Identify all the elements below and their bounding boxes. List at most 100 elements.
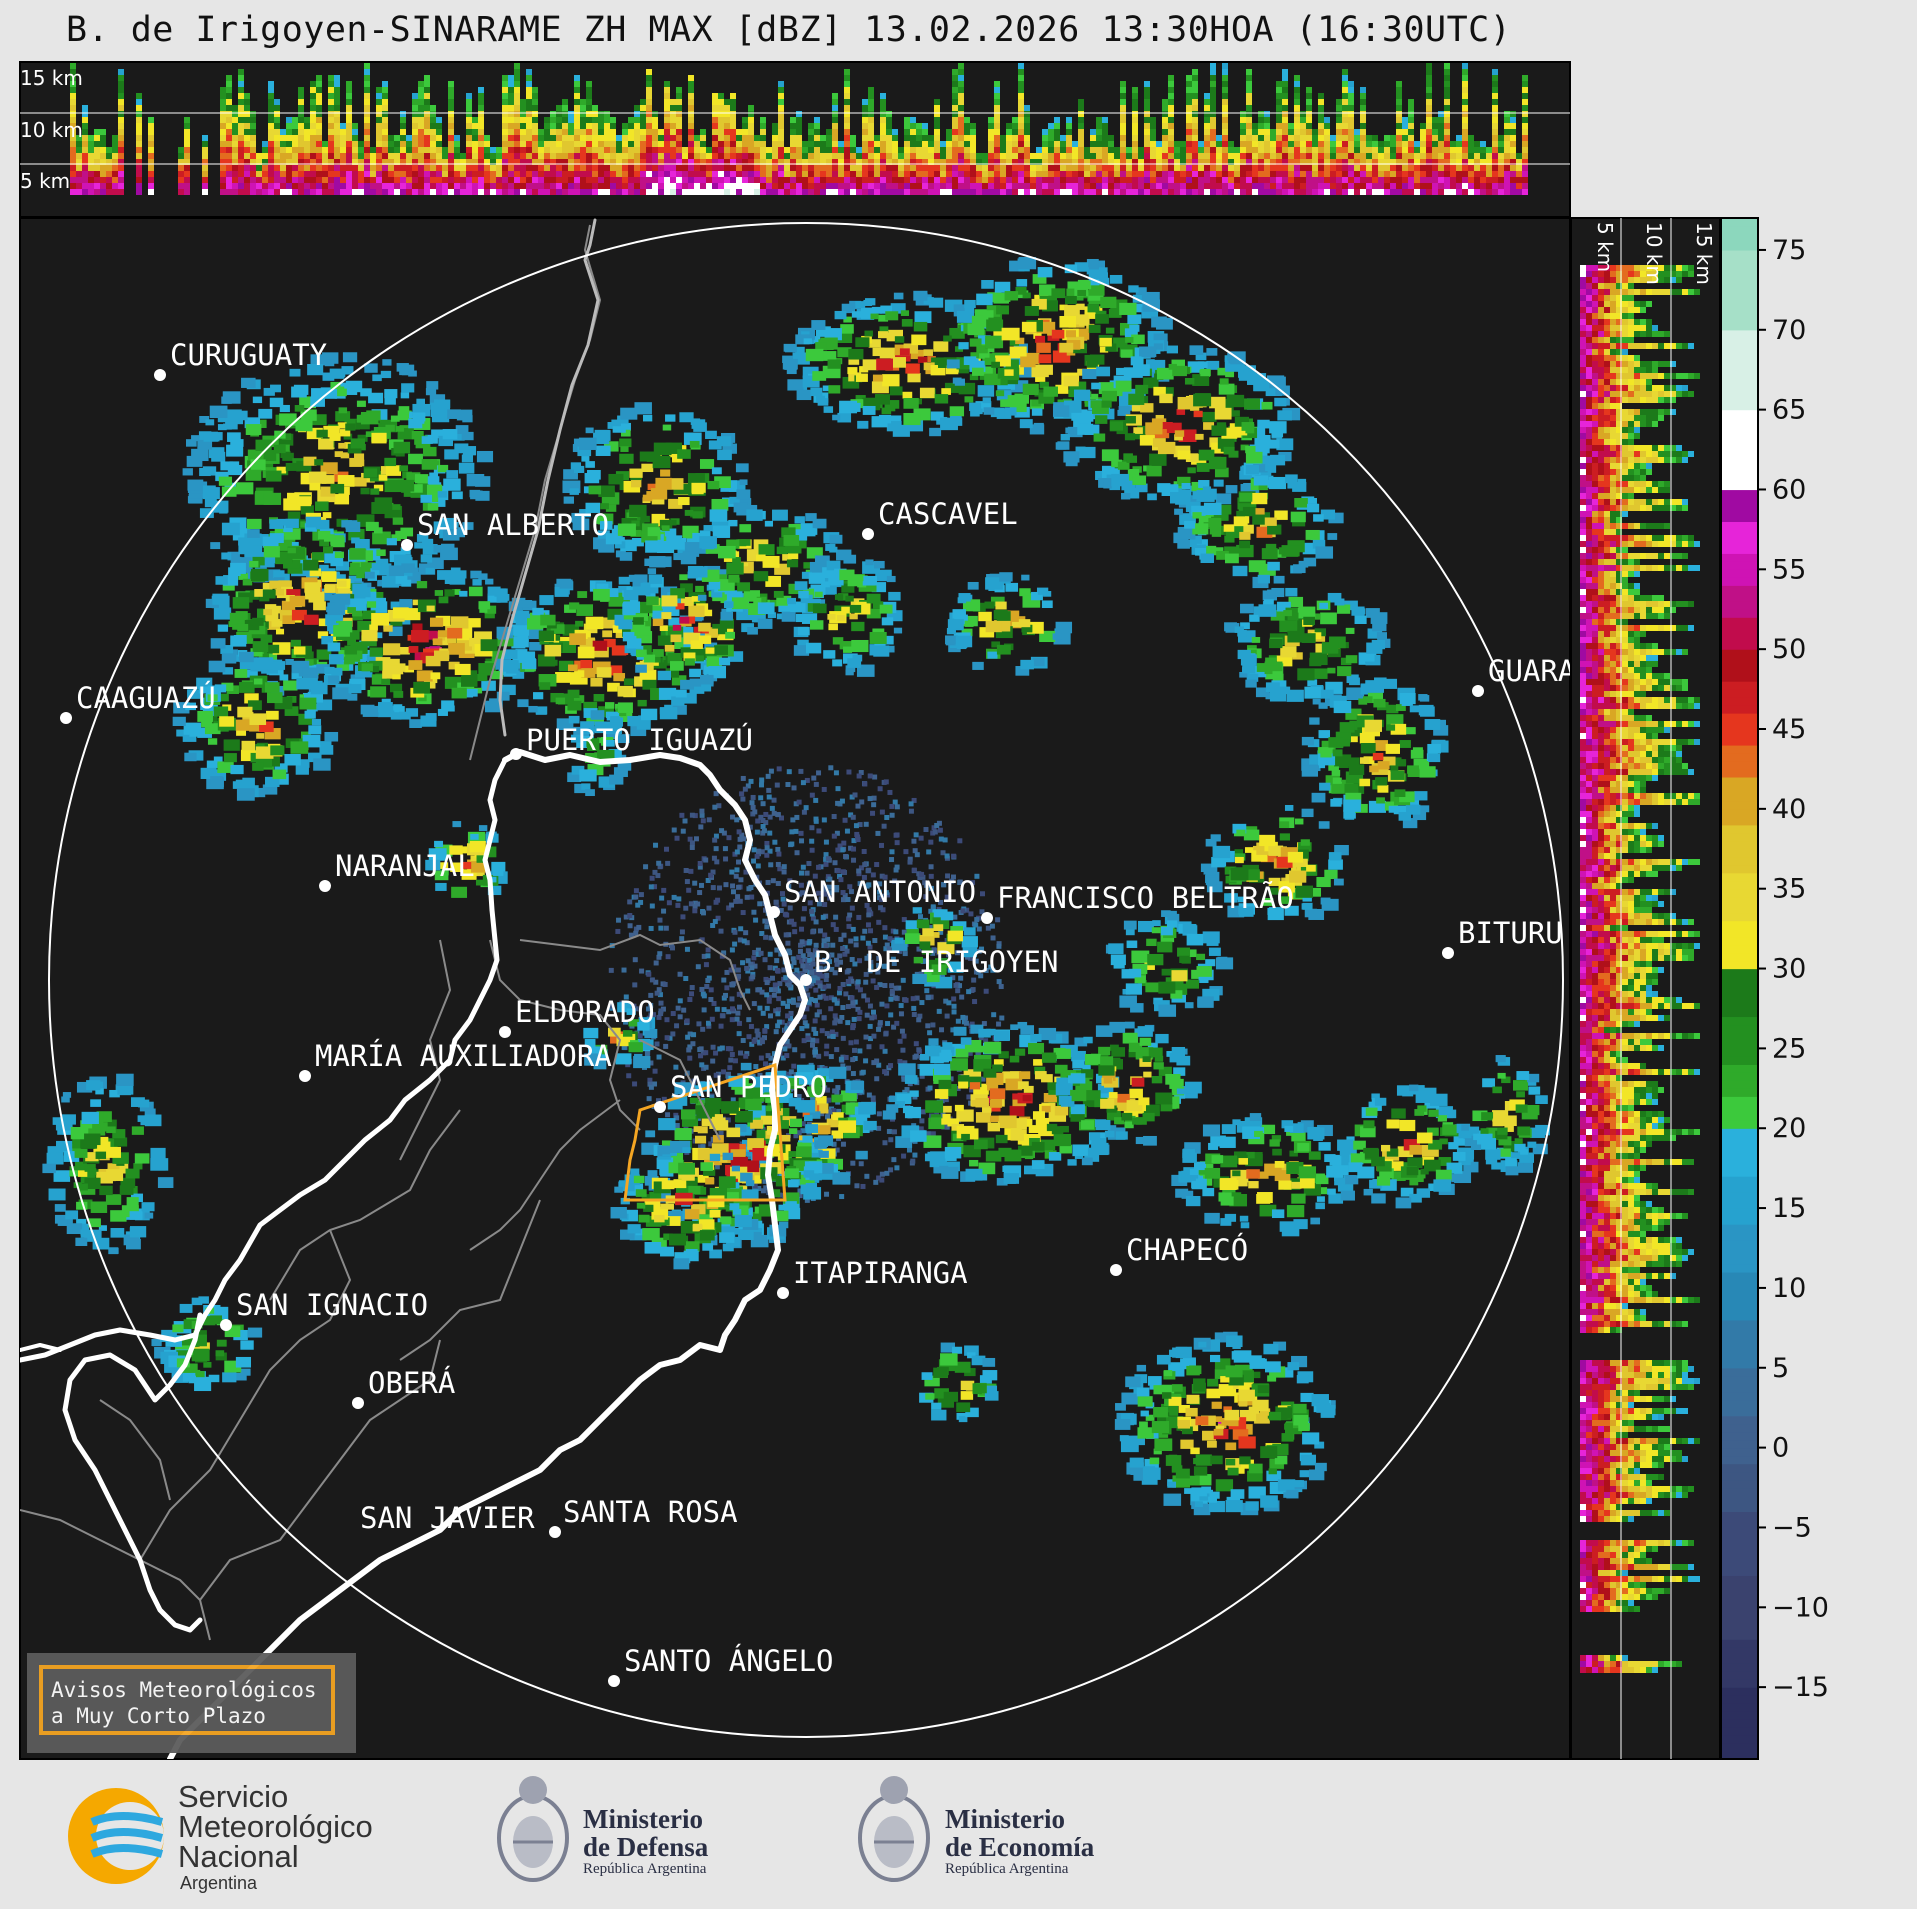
city-dot-caaguazu [60, 712, 72, 724]
city-label-maria-auxiliadora: MARÍA AUXILIADORA [315, 1039, 612, 1073]
warning-legend-frame: Avisos Meteorológicos a Muy Corto Plazo [39, 1665, 335, 1735]
city-label-eldorado: ELDORADO [515, 995, 655, 1029]
colorbar-tick-label: 15 [1772, 1193, 1806, 1224]
city-dot-b-de-irigoyen [800, 974, 812, 986]
economia-logo-text: Ministerio de Economía República Argenti… [945, 1805, 1094, 1878]
top-alt-label-10: 10 km [20, 118, 83, 142]
side-alt-label-5: 5 km [1593, 222, 1617, 272]
city-dot-san-antonio [768, 906, 780, 918]
defensa-sub: República Argentina [583, 1861, 707, 1877]
map-title: B. de Irigoyen-SINARAME ZH MAX [dBZ] 13.… [66, 10, 1512, 50]
colorbar-tick-label: 70 [1772, 315, 1806, 346]
defensa-logo-text: Ministerio de Defensa República Argentin… [583, 1805, 708, 1878]
city-dot-guara [1472, 685, 1484, 697]
city-dot-san-pedro [654, 1101, 666, 1113]
colorbar-tick-label: 40 [1772, 794, 1806, 825]
city-label-b-de-irigoyen: B. DE IRIGOYEN [814, 945, 1058, 979]
city-dot-naranjal [319, 880, 331, 892]
city-label-san-antonio: SAN ANTONIO [784, 875, 976, 909]
top-profile-panel: 15 km 10 km 5 km [19, 61, 1571, 218]
colorbar-tick-label: 35 [1772, 874, 1806, 905]
city-markers: CURUGUATY SAN ALBERTO CASCAVEL CAAGUAZÚ … [60, 338, 1575, 1687]
warning-legend-line2: a Muy Corto Plazo [51, 1704, 266, 1728]
city-dot-san-ignacio [220, 1319, 232, 1331]
top-alt-label-15: 15 km [20, 66, 83, 90]
defensa-line2: de Defensa [583, 1832, 709, 1862]
warning-polygon [623, 1062, 787, 1202]
city-dot-santo-angelo [608, 1675, 620, 1687]
city-label-cascavel: CASCAVEL [878, 497, 1018, 531]
economia-emblem [858, 1776, 930, 1882]
city-dot-cascavel [862, 528, 874, 540]
radar-map-panel: CURUGUATY SAN ALBERTO CASCAVEL CAAGUAZÚ … [19, 217, 1575, 1760]
reflectivity-echoes [42, 257, 1550, 1516]
colorbar-tick-label: 20 [1772, 1113, 1806, 1144]
city-dot-bituru [1442, 947, 1454, 959]
city-label-obera: OBERÁ [368, 1366, 455, 1400]
colorbar-tick-label: 65 [1772, 395, 1806, 426]
colorbar-tick-label: 75 [1772, 235, 1806, 266]
economia-sub: República Argentina [945, 1861, 1069, 1877]
top-profile-echoes [70, 63, 1528, 195]
city-label-curuguaty: CURUGUATY [170, 338, 327, 372]
warning-legend-line1: Avisos Meteorológicos [51, 1678, 317, 1702]
colorbar-tick-label: 55 [1772, 554, 1806, 585]
side-profile-echoes [1580, 265, 1700, 1673]
economia-line2: de Economía [945, 1832, 1095, 1862]
city-label-guara: GUARA [1488, 654, 1575, 688]
city-label-san-alberto: SAN ALBERTO [417, 508, 609, 542]
smn-line3: Nacional [178, 1839, 299, 1874]
city-label-san-javier: SAN JAVIER [360, 1501, 535, 1535]
city-dot-francisco-beltrao [981, 912, 993, 924]
city-dot-obera [352, 1397, 364, 1409]
smn-line2: Meteorológico [178, 1809, 373, 1844]
side-alt-label-15: 15 km [1692, 222, 1716, 285]
defensa-line1: Ministerio [583, 1804, 703, 1834]
city-dot-chapeco [1110, 1264, 1122, 1276]
colorbar-tick-label: 60 [1772, 474, 1806, 505]
smn-line1: Servicio [178, 1779, 289, 1814]
city-dot-puerto-iguazu [510, 748, 522, 760]
colorbar-tick-label: 0 [1772, 1433, 1789, 1464]
colorbar-tick-label: 30 [1772, 954, 1806, 985]
city-label-san-pedro: SAN PEDRO [670, 1070, 827, 1104]
city-dot-san-alberto [401, 539, 413, 551]
city-label-santo-angelo: SANTO ÁNGELO [624, 1644, 834, 1678]
side-alt-label-10: 10 km [1642, 222, 1666, 285]
city-label-caaguazu: CAAGUAZÚ [76, 681, 216, 715]
city-dot-maria-auxiliadora [299, 1070, 311, 1082]
province-boundaries [20, 224, 751, 1641]
colorbar-tick-label: 25 [1772, 1033, 1806, 1064]
economia-line1: Ministerio [945, 1804, 1065, 1834]
colorbar-segments [1721, 218, 1758, 1760]
city-label-san-ignacio: SAN IGNACIO [236, 1288, 428, 1322]
colorbar-tick-label: −15 [1772, 1672, 1829, 1703]
city-dot-itapiranga [777, 1287, 789, 1299]
colorbar-tick-label: −10 [1772, 1592, 1829, 1623]
city-label-puerto-iguazu: PUERTO IGUAZÚ [526, 723, 753, 757]
smn-sub: Argentina [180, 1873, 258, 1893]
radar-range-ring [48, 222, 1564, 1738]
city-label-chapeco: CHAPECÓ [1126, 1233, 1248, 1267]
colorbar-tick-label: 5 [1772, 1353, 1789, 1384]
city-label-itapiranga: ITAPIRANGA [793, 1256, 968, 1290]
city-label-bituru: BITURU [1458, 916, 1563, 950]
defensa-emblem [497, 1776, 569, 1882]
city-label-santa-rosa: SANTA ROSA [563, 1495, 738, 1529]
smn-logo-text: Servicio Meteorológico Nacional Argentin… [178, 1779, 373, 1894]
city-dot-curuguaty [154, 369, 166, 381]
side-profile-panel: 5 km 10 km 15 km [1570, 217, 1721, 1760]
colorbar-tick-label: 50 [1772, 634, 1806, 665]
smn-logo [68, 1788, 164, 1884]
city-dot-eldorado [499, 1026, 511, 1038]
top-alt-label-5: 5 km [20, 169, 70, 193]
colorbar-tick-label: 10 [1772, 1273, 1806, 1304]
city-label-naranjal: NARANJAL [335, 849, 475, 883]
colorbar-tick-label: 45 [1772, 714, 1806, 745]
colorbar-tick-label: −5 [1772, 1512, 1812, 1543]
city-label-francisco-beltrao: FRANCISCO BELTRÃO [997, 881, 1294, 915]
warning-legend-box[interactable]: Avisos Meteorológicos a Muy Corto Plazo [27, 1653, 356, 1753]
